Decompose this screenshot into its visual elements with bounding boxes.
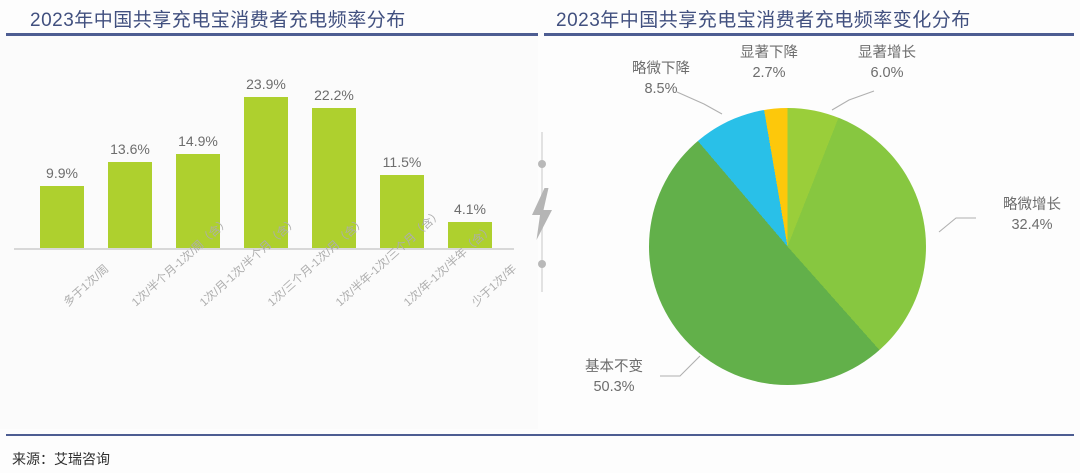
bar-value-label: 13.6% — [110, 141, 150, 157]
pie-label-significant-growth: 显著增长 6.0% — [858, 45, 916, 81]
bar-value-label: 22.2% — [314, 87, 354, 103]
bar-value-label: 14.9% — [178, 133, 218, 149]
bar-column: 11.5% — [380, 34, 424, 248]
left-chart-title: 2023年中国共享充电宝消费者充电频率分布 — [30, 10, 406, 31]
divider-dot-bottom — [538, 260, 546, 268]
bar-column: 14.9% — [176, 34, 220, 248]
bar-rect — [108, 162, 152, 248]
panel-divider — [532, 36, 552, 429]
source-text: 来源：艾瑞咨询 — [12, 451, 110, 467]
titles-bar: 2023年中国共享充电宝消费者充电频率分布 2023年中国共享充电宝消费者充电频… — [0, 0, 1080, 36]
pie-leader-lines — [660, 90, 976, 377]
pie-label-unchanged: 基本不变 50.3% — [585, 359, 643, 395]
bar-column: 22.2% — [312, 34, 356, 248]
bar-rect — [244, 97, 288, 248]
bar-column: 9.9% — [40, 34, 84, 248]
bar-rect — [380, 175, 424, 248]
bar-rect — [312, 108, 356, 248]
bar-value-label: 9.9% — [46, 165, 78, 181]
pie-label-slight-growth: 略微增长 32.4% — [1003, 197, 1061, 233]
header-divider-gap — [538, 33, 544, 36]
bar-value-label: 23.9% — [246, 76, 286, 92]
bar-chart-bars: 9.9% 13.6% 14.9% 23.9% 22.2% 11.5% 4.1% — [14, 36, 524, 296]
pie-chart — [649, 108, 926, 385]
bar-rect — [40, 186, 84, 248]
bar-rect — [448, 222, 492, 248]
footer-divider-rule — [6, 434, 1074, 436]
bar-rect — [176, 154, 220, 248]
bar-column: 23.9% — [244, 34, 288, 248]
right-chart-title: 2023年中国共享充电宝消费者充电频率变化分布 — [556, 10, 971, 31]
bar-value-label: 11.5% — [382, 154, 422, 170]
bar-column: 13.6% — [108, 34, 152, 248]
bar-chart-panel: 9.9% 13.6% 14.9% 23.9% 22.2% 11.5% 4.1% 多于1次/周… — [0, 36, 538, 429]
bar-column: 4.1% — [448, 34, 492, 248]
pie-label-significant-decline: 显著下降 2.7% — [740, 45, 798, 81]
lightning-bolt-icon — [532, 188, 552, 240]
bar-chart-x-axis-labels: 多于1次/周 1次/半个月-1次/周（含） 1次/月-1次/半个月（含） 1次/三个月… — [0, 208, 538, 414]
bar-chart-baseline — [14, 248, 514, 250]
pie-chart-panel: 略微下降 8.5% 显著下降 2.7% 显著增长 6.0% 略微增长 32.4%… — [544, 36, 1080, 429]
divider-dot-top — [538, 160, 546, 168]
bar-value-label: 4.1% — [454, 201, 486, 217]
pie-label-slight-decline: 略微下降 8.5% — [632, 61, 690, 97]
